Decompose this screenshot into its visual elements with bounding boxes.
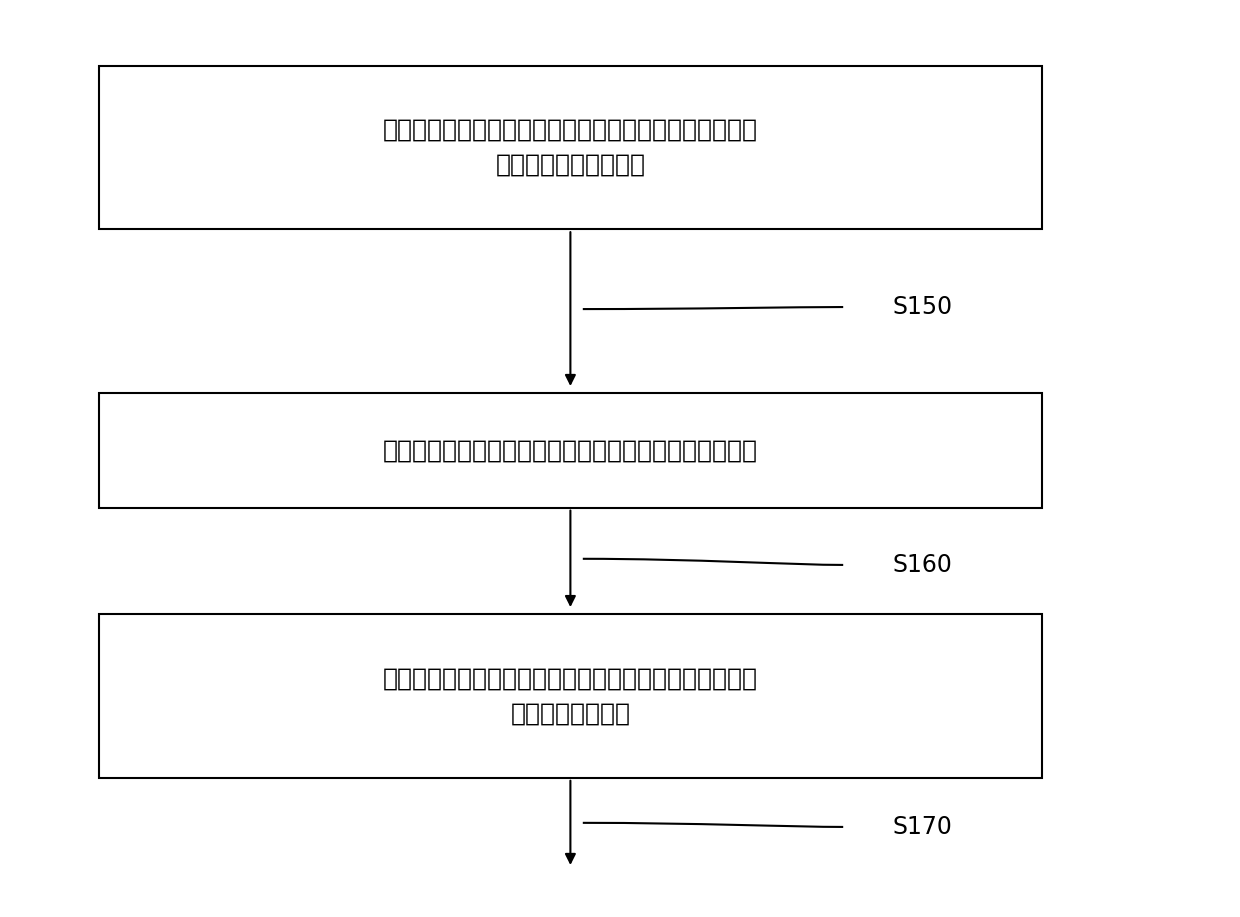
FancyBboxPatch shape: [99, 614, 1042, 778]
FancyBboxPatch shape: [99, 65, 1042, 229]
Text: 获取使用人的人像，根据采集到的人像进行目标人物识别: 获取使用人的人像，根据采集到的人像进行目标人物识别: [383, 438, 758, 462]
Text: 根据所述目标电子标签上的电子标签信息，获取目标电子
标签对应的授权使用人: 根据所述目标电子标签上的电子标签信息，获取目标电子 标签对应的授权使用人: [383, 117, 758, 177]
FancyBboxPatch shape: [99, 393, 1042, 508]
Text: S170: S170: [893, 815, 952, 839]
Text: 若识别出目标人物与目标电子标签对应的授权使用人不匹
配，执行报警程序: 若识别出目标人物与目标电子标签对应的授权使用人不匹 配，执行报警程序: [383, 667, 758, 725]
Text: S150: S150: [893, 295, 952, 319]
Text: S160: S160: [893, 553, 952, 577]
